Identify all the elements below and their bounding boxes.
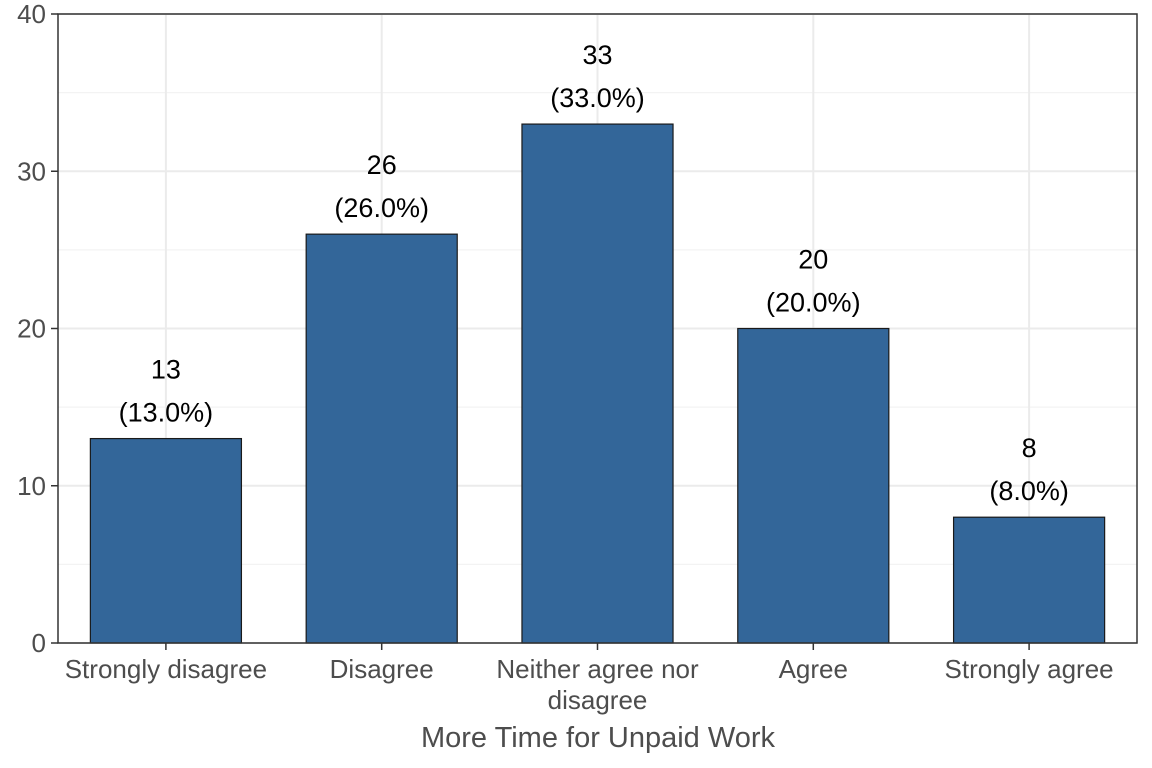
y-tick-label: 40 bbox=[17, 0, 46, 29]
data-label-count: 8 bbox=[1022, 433, 1037, 463]
data-label-count: 20 bbox=[798, 245, 828, 275]
x-tick-label: Strongly disagree bbox=[65, 654, 267, 684]
bar bbox=[521, 123, 674, 644]
data-label-count: 13 bbox=[151, 355, 181, 385]
data-label-percent: (8.0%) bbox=[989, 476, 1069, 506]
bar bbox=[305, 233, 458, 644]
bar bbox=[737, 327, 890, 644]
data-label-percent: (33.0%) bbox=[550, 83, 645, 113]
data-label-percent: (20.0%) bbox=[766, 288, 861, 318]
x-tick-label: Agree bbox=[779, 654, 848, 684]
x-tick-label-line: Neither agree nor bbox=[496, 654, 699, 684]
x-tick-label-line: Agree bbox=[779, 654, 848, 684]
bar bbox=[952, 516, 1106, 644]
data-label-percent: (13.0%) bbox=[119, 398, 214, 428]
data-label-count: 26 bbox=[367, 150, 397, 180]
bar-layer bbox=[89, 123, 1106, 644]
y-tick-label: 10 bbox=[17, 471, 46, 501]
x-tick-label: Neither agree nor disagree bbox=[496, 654, 699, 715]
x-tick-label: Strongly agree bbox=[945, 654, 1114, 684]
x-tick-label-line: Strongly disagree bbox=[65, 654, 267, 684]
data-label-layer: 13 (13.0%) 26 (26.0%) 33 (33.0%) 20 (20.0%) 8 (8.… bbox=[119, 40, 1069, 506]
data-label-percent: (26.0%) bbox=[334, 193, 429, 223]
x-tick-label-line: disagree bbox=[548, 685, 648, 715]
x-tick-label: Disagree bbox=[330, 654, 434, 684]
x-axis-title: More Time for Unpaid Work bbox=[421, 722, 776, 754]
y-tick-label: 30 bbox=[17, 156, 46, 186]
axis-layer: 0 10 20 30 40 Strongly disagree Disagree Neithe… bbox=[17, 0, 1138, 715]
x-tick-label-line: Disagree bbox=[330, 654, 434, 684]
data-label-count: 33 bbox=[582, 40, 612, 70]
y-tick-label: 20 bbox=[17, 314, 46, 344]
bar bbox=[89, 437, 243, 644]
x-tick-label-line: Strongly agree bbox=[945, 654, 1114, 684]
y-tick-label: 0 bbox=[32, 628, 46, 658]
